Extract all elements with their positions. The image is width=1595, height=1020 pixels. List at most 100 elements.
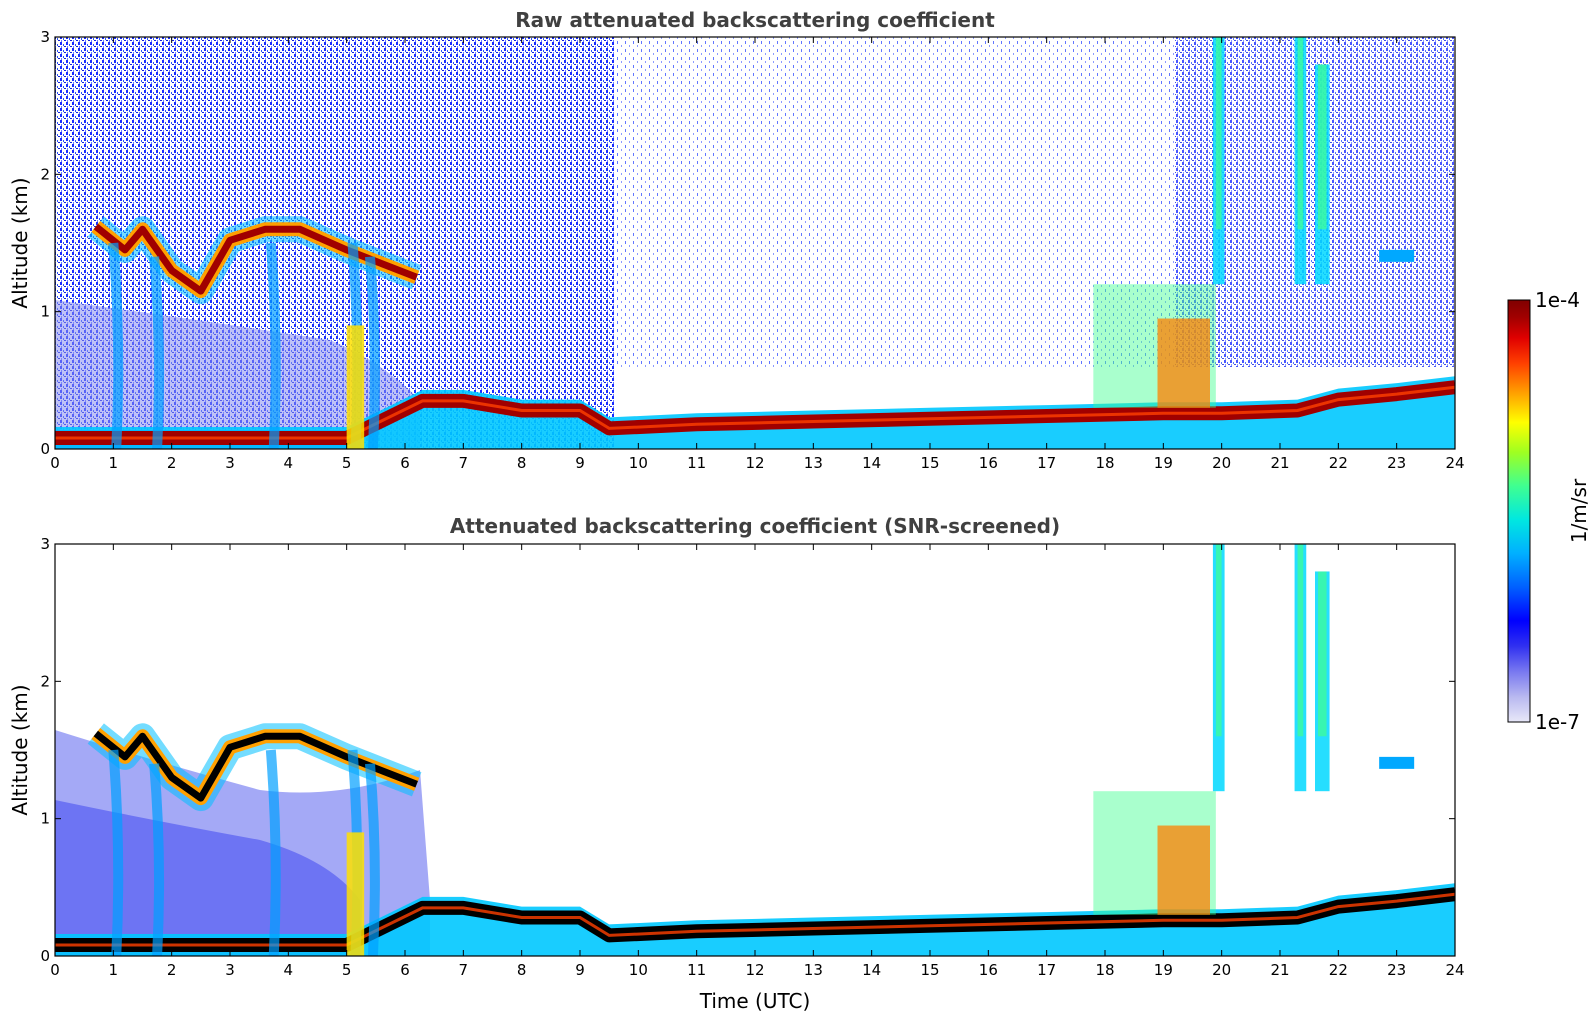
y-tick-label: 3 <box>40 28 50 46</box>
x-tick-label: 24 <box>1445 454 1464 472</box>
top-panel-title: Raw attenuated backscattering coefficien… <box>515 8 995 32</box>
x-tick-label: 9 <box>575 454 585 472</box>
fall-streak <box>265 749 281 956</box>
cloud-layer-core <box>93 730 418 802</box>
x-tick-label: 15 <box>920 961 939 979</box>
x-tick-label: 20 <box>1212 961 1231 979</box>
x-tick-label: 19 <box>1154 454 1173 472</box>
x-tick-label: 12 <box>745 454 764 472</box>
tall-cloud-core <box>1215 37 1222 230</box>
x-tick-label: 14 <box>862 961 881 979</box>
boundary-layer-edge <box>55 892 1455 947</box>
bottom-panel-title: Attenuated backscattering coefficient (S… <box>450 514 1060 538</box>
y-tick-label: 1 <box>40 303 50 321</box>
x-tick-label: 3 <box>225 961 235 979</box>
tall-cloud-core <box>1318 571 1327 737</box>
x-tick-label: 4 <box>284 454 294 472</box>
x-tick-label: 5 <box>342 961 352 979</box>
x-tick-label: 0 <box>50 961 60 979</box>
x-tick-label: 16 <box>979 961 998 979</box>
boundary-layer-fill <box>55 883 1455 956</box>
y-tick-label: 1 <box>40 810 50 828</box>
x-tick-label: 8 <box>517 454 527 472</box>
bottom-panel-axes: 0 1 2 3 4 5 6 7 8 9 10 11 12 13 14 15 16 17 18 19 20 21 22 23 24… <box>40 535 1464 979</box>
precip-column <box>346 832 365 956</box>
fall-streak <box>149 763 165 956</box>
x-tick-label: 7 <box>459 961 469 979</box>
fall-streak <box>265 242 281 449</box>
y-tick-label: 0 <box>40 440 50 458</box>
bottom-panel-xlabel: Time (UTC) <box>699 989 811 1013</box>
cloud-layer-core <box>93 223 418 295</box>
x-tick-label: 11 <box>687 454 706 472</box>
bottom-panel-plot <box>55 544 1455 956</box>
bottom-aerosol-inner <box>55 800 360 956</box>
y-tick-label: 0 <box>40 947 50 965</box>
x-tick-label: 12 <box>745 961 764 979</box>
top-panel-ylabel: Altitude (km) <box>8 177 32 308</box>
x-tick-label: 17 <box>1037 454 1056 472</box>
x-tick-label: 18 <box>1095 454 1114 472</box>
x-tick-label: 10 <box>629 961 648 979</box>
tall-cloud-core <box>1318 64 1327 230</box>
x-tick-label: 0 <box>50 454 60 472</box>
x-tick-label: 24 <box>1445 961 1464 979</box>
x-tick-label: 8 <box>517 961 527 979</box>
x-tick-label: 3 <box>225 454 235 472</box>
small-cloud <box>1379 756 1415 769</box>
x-tick-label: 1 <box>109 454 119 472</box>
x-tick-label: 7 <box>459 454 469 472</box>
x-tick-label: 15 <box>920 454 939 472</box>
x-tick-label: 13 <box>804 454 823 472</box>
evening-cloud-core <box>1157 318 1210 408</box>
fall-streak <box>149 256 165 449</box>
x-tick-label: 6 <box>400 961 410 979</box>
colorbar-max-label: 1e-4 <box>1535 288 1580 312</box>
tall-cloud-core <box>1297 544 1304 737</box>
top-noise-band-mid <box>615 37 1175 367</box>
x-tick-label: 18 <box>1095 961 1114 979</box>
x-tick-label: 2 <box>167 454 177 472</box>
precip-column <box>346 325 365 449</box>
x-tick-label: 20 <box>1212 454 1231 472</box>
x-tick-label: 11 <box>687 961 706 979</box>
x-tick-label: 22 <box>1329 961 1348 979</box>
y-tick-label: 2 <box>40 672 50 690</box>
x-tick-label: 19 <box>1154 961 1173 979</box>
small-cloud <box>1379 249 1415 262</box>
bottom-panel-ylabel: Altitude (km) <box>8 684 32 815</box>
fall-streak <box>365 256 380 449</box>
x-tick-label: 2 <box>167 961 177 979</box>
evening-cloud-core <box>1157 825 1210 915</box>
x-tick-label: 23 <box>1387 961 1406 979</box>
fall-streak <box>108 749 124 956</box>
colorbar-unit-label: 1/m/sr <box>1567 478 1591 543</box>
colorbar-min-label: 1e-7 <box>1535 710 1580 734</box>
x-tick-label: 13 <box>804 961 823 979</box>
x-tick-label: 23 <box>1387 454 1406 472</box>
y-tick-label: 3 <box>40 535 50 553</box>
x-tick-label: 6 <box>400 454 410 472</box>
x-tick-label: 17 <box>1037 961 1056 979</box>
boundary-layer-edge <box>55 385 1455 440</box>
y-tick-label: 2 <box>40 165 50 183</box>
x-tick-label: 16 <box>979 454 998 472</box>
top-lowlevel-aerosol <box>55 300 420 449</box>
x-tick-label: 5 <box>342 454 352 472</box>
x-tick-label: 4 <box>284 961 294 979</box>
x-tick-label: 22 <box>1329 454 1348 472</box>
tall-cloud-core <box>1297 37 1304 230</box>
top-dynamic-layers <box>55 37 1455 449</box>
top-panel-plot <box>55 37 1455 449</box>
x-tick-label: 21 <box>1270 454 1289 472</box>
bottom-dynamic-layers <box>55 544 1455 956</box>
x-tick-label: 14 <box>862 454 881 472</box>
boundary-layer-fill <box>55 376 1455 449</box>
x-tick-label: 10 <box>629 454 648 472</box>
fall-streak <box>365 763 380 956</box>
x-tick-label: 21 <box>1270 961 1289 979</box>
x-tick-label: 9 <box>575 961 585 979</box>
fall-streak <box>108 242 124 449</box>
top-panel-axes: 0 1 2 3 4 5 6 7 8 9 10 11 12 13 14 15 16 17 18 19 20 21 22 23 24… <box>40 28 1464 472</box>
